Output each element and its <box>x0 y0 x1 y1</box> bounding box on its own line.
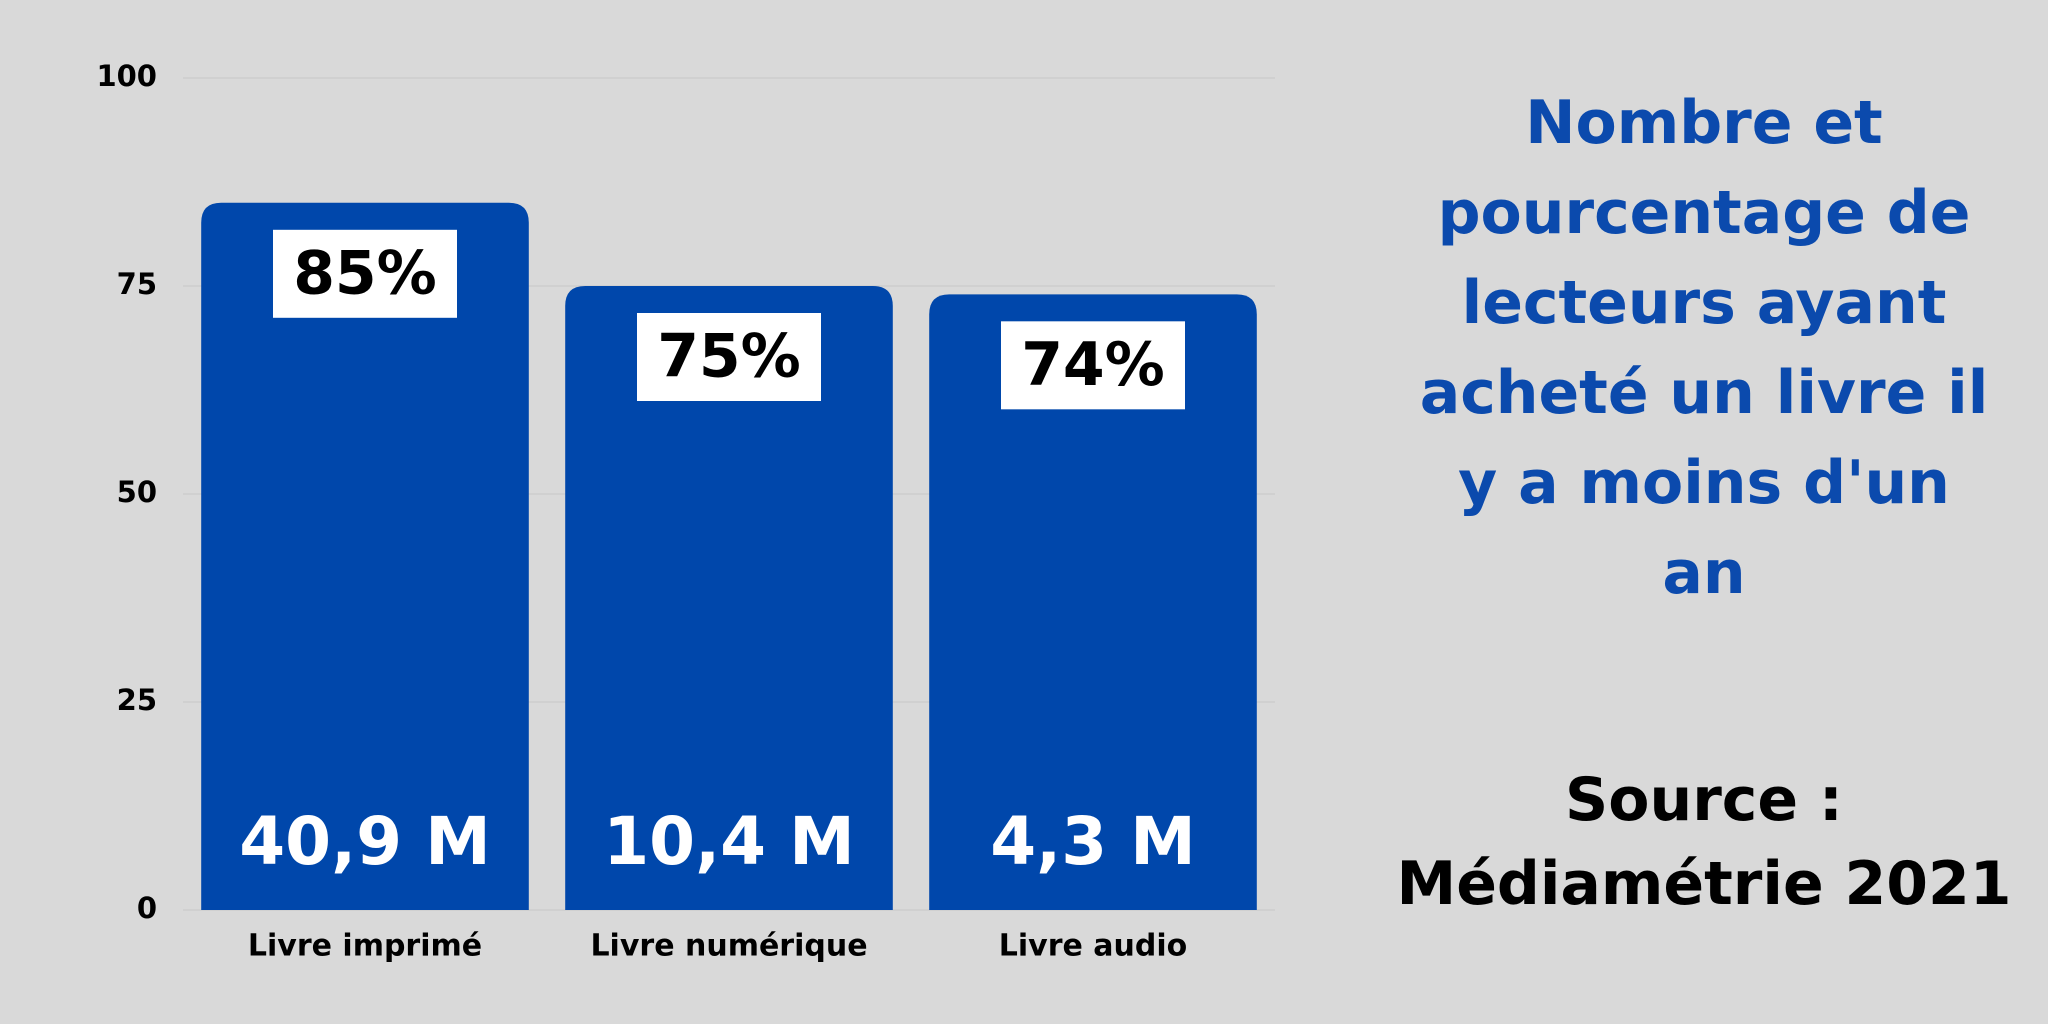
value-label: 75% <box>657 322 801 392</box>
y-tick-label: 25 <box>117 683 157 717</box>
source-line: Médiamétrie 2021 <box>1396 849 2012 919</box>
value-label-box <box>1001 321 1185 410</box>
y-tick-label: 50 <box>117 475 157 509</box>
value-label: 74% <box>1021 330 1165 400</box>
value-label-box <box>637 313 821 401</box>
source: Source : Médiamétrie 2021 <box>1354 758 2048 926</box>
x-tick-label: Livre audio <box>999 929 1188 964</box>
y-tick-label: 100 <box>96 59 157 93</box>
value-label: 85% <box>293 238 437 308</box>
count-label: 40,9 M <box>239 803 491 880</box>
source-line: Source : <box>1565 765 1843 835</box>
y-tick-label: 0 <box>137 891 157 925</box>
count-label: 10,4 M <box>603 803 855 880</box>
bar <box>565 286 893 910</box>
chart-title: Nombre et pourcentage de lecteurs ayant … <box>1419 88 1989 608</box>
count-label: 4,3 M <box>990 803 1196 880</box>
x-tick-label: Livre numérique <box>590 929 867 964</box>
value-label-box <box>273 229 457 318</box>
bar <box>929 294 1257 910</box>
bar <box>201 202 529 911</box>
x-tick-label: Livre imprimé <box>248 929 482 964</box>
y-tick-label: 75 <box>117 267 157 301</box>
